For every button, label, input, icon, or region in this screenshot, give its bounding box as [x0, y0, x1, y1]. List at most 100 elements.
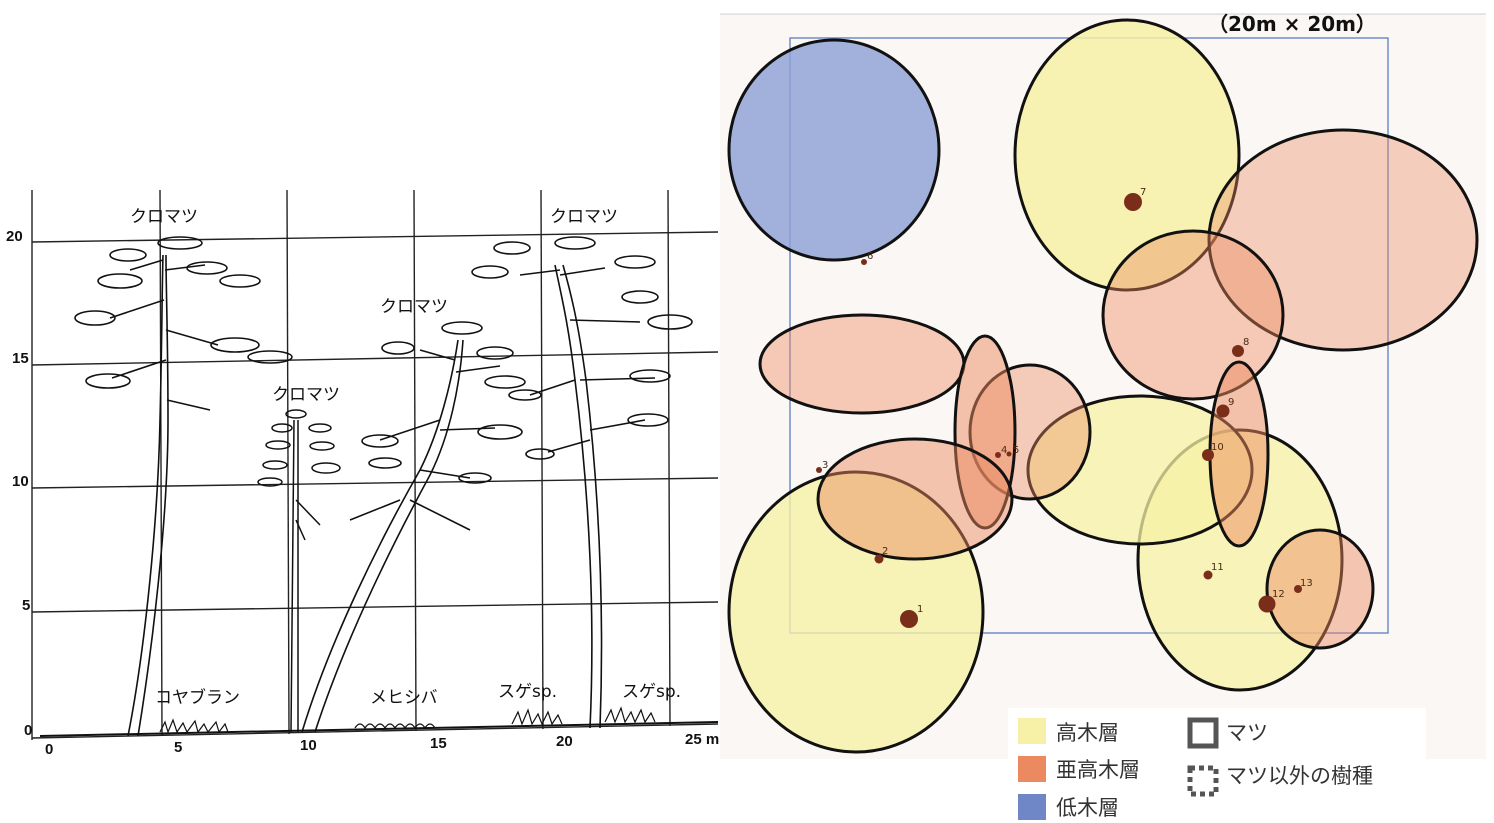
tree1-trunk-left — [127, 254, 164, 737]
grid-col-25 — [667, 189, 671, 727]
ground-label-1: コヤブラン — [155, 687, 240, 708]
legend-swatch-low — [1018, 794, 1046, 820]
tree-number-4: 4 — [1001, 445, 1007, 456]
tree4-trunk-right — [562, 264, 603, 729]
crown-7 — [1013, 18, 1241, 292]
tree2-foliage — [308, 423, 332, 433]
trunk-10 — [1202, 449, 1214, 461]
tree-label-2: クロマツ — [272, 385, 340, 405]
x-tick-5: 5 — [174, 739, 182, 756]
crown-4 — [953, 334, 1017, 530]
ground-vegetation — [159, 706, 656, 734]
trunk-7 — [1124, 193, 1142, 211]
crown-3 — [758, 313, 966, 415]
tree-number-6: 6 — [867, 251, 873, 262]
tree2-foliage — [271, 423, 293, 433]
grid-line-10 — [31, 477, 719, 489]
legend-label-pine: マツ — [1226, 721, 1268, 745]
legend-label-other: マツ以外の樹種 — [1226, 764, 1373, 788]
tree-number-8: 8 — [1243, 337, 1249, 348]
legend-swatch-subtall — [1018, 756, 1046, 782]
tree1-foliage — [109, 248, 147, 262]
tree-number-13: 13 — [1300, 578, 1313, 589]
tree3-foliage — [441, 321, 483, 335]
profile-tree-2 — [257, 409, 341, 733]
y-tick-5: 5 — [22, 597, 30, 614]
grass-tuft — [159, 718, 229, 734]
grid-line-0 — [31, 723, 719, 739]
grass-tuft — [354, 723, 436, 730]
tree4-foliage — [627, 413, 669, 427]
tree2-foliage — [285, 409, 307, 419]
profile-diagram: 20 15 10 5 0 0 5 10 15 20 25 m クロマツ — [6, 189, 719, 758]
grid-line-20 — [31, 231, 719, 243]
y-tick-10: 10 — [12, 473, 29, 490]
tree3-foliage — [458, 472, 492, 484]
tree4-foliage — [525, 448, 555, 460]
tree-number-9: 9 — [1228, 397, 1234, 408]
tree2-foliage — [257, 477, 283, 487]
trunk-markers — [816, 193, 1302, 628]
tree-label-4: クロマツ — [550, 207, 618, 227]
trunk-8 — [1232, 345, 1244, 357]
grid-line-5 — [31, 601, 719, 613]
tree1-foliage — [157, 236, 203, 250]
trunk-9 — [1216, 404, 1230, 418]
tree-number-10: 10 — [1211, 442, 1224, 453]
tree2-branches — [295, 499, 321, 541]
tree1-foliage — [74, 310, 116, 326]
grid-col-5 — [159, 189, 163, 737]
tree4-foliage — [647, 314, 693, 330]
tree-label-3: クロマツ — [380, 297, 448, 317]
trunk-5 — [1006, 451, 1012, 457]
grid-col-15 — [413, 189, 417, 732]
tree3-foliage — [381, 341, 415, 355]
tree4-trunk-left — [554, 264, 593, 729]
tree-number-2: 2 — [882, 546, 888, 557]
tree1-trunk-right — [137, 254, 169, 737]
legend-swatch-tall — [1018, 718, 1046, 744]
profile-tree-3 — [301, 321, 526, 733]
tree-number-11: 11 — [1211, 562, 1224, 573]
profile-tree-1 — [74, 236, 293, 737]
trunk-11 — [1203, 570, 1213, 580]
tree2-foliage — [262, 460, 288, 470]
y-tick-0: 0 — [24, 722, 32, 739]
crown-1 — [727, 470, 985, 754]
legend: 高木層 亜高木層 低木層 マツ マツ以外の樹種 — [1008, 708, 1426, 820]
x-tick-10: 10 — [300, 737, 317, 754]
tree4-foliage — [471, 265, 509, 279]
crown-8 — [1101, 229, 1285, 401]
ground-label-4: スゲsp. — [622, 682, 681, 702]
tree3-foliage — [368, 457, 402, 469]
tree3-trunk-left — [301, 339, 459, 733]
x-tick-20: 20 — [556, 733, 573, 750]
crown-6 — [727, 38, 941, 262]
tree3-foliage — [484, 375, 526, 389]
tree-number-1: 1 — [917, 604, 923, 615]
grid-line-15 — [31, 351, 719, 366]
trunk-12 — [1258, 595, 1276, 613]
x-tick-25: 25 m — [685, 731, 719, 748]
tree3-foliage — [361, 434, 399, 448]
tree-number-12: 12 — [1272, 589, 1285, 600]
crown-13 — [1265, 528, 1375, 650]
tree3-foliage — [476, 346, 514, 360]
tree4-foliage — [508, 389, 542, 401]
ground-line — [39, 721, 719, 737]
tree3-foliage — [477, 424, 523, 440]
tree2-foliage — [309, 441, 335, 451]
ground-label-3: スゲsp. — [498, 682, 557, 702]
crown-9 — [1208, 360, 1270, 548]
crown-8-outer — [1207, 128, 1479, 352]
y-tick-20: 20 — [6, 228, 23, 245]
y-tick-15: 15 — [12, 350, 29, 367]
tree1-foliage — [219, 274, 261, 288]
legend-label-subtall: 亜高木層 — [1056, 758, 1140, 782]
tree2-trunk-left — [290, 419, 295, 733]
trunk-2 — [874, 554, 884, 564]
tree-number-7: 7 — [1140, 187, 1146, 198]
tree1-foliage — [247, 350, 293, 364]
crown-2 — [816, 437, 1014, 561]
